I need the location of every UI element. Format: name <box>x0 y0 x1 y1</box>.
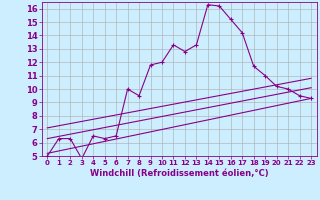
X-axis label: Windchill (Refroidissement éolien,°C): Windchill (Refroidissement éolien,°C) <box>90 169 268 178</box>
